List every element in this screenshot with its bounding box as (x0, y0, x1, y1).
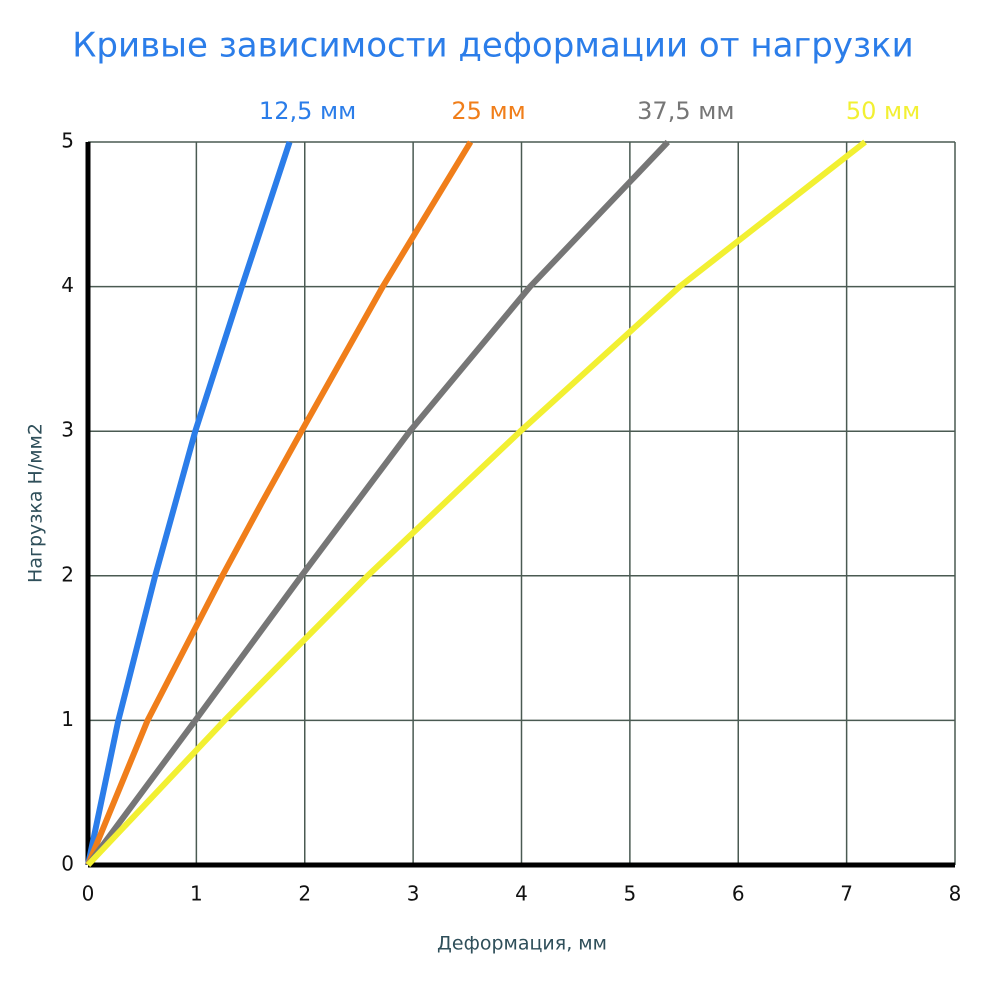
line-series (85, 140, 474, 867)
legend-label: 25 мм (451, 97, 525, 125)
line-series (85, 139, 867, 868)
y-tick-label: 0 (61, 852, 74, 876)
y-axis-label: Нагрузка Н/мм2 (25, 423, 47, 583)
x-tick-label: 1 (190, 882, 203, 906)
legend-label: 12,5 мм (259, 97, 356, 125)
y-tick-label: 4 (61, 273, 74, 297)
x-tick-label: 5 (624, 882, 637, 906)
x-tick-label: 7 (840, 882, 853, 906)
y-tick-label: 2 (61, 562, 74, 586)
line-series (85, 141, 293, 866)
chart-title: Кривые зависимости деформации от нагрузк… (72, 26, 913, 66)
line-series (85, 139, 670, 867)
y-tick-label: 1 (61, 707, 74, 731)
legend-label: 37,5 мм (637, 97, 734, 125)
x-tick-label: 8 (949, 882, 962, 906)
x-tick-label: 2 (298, 882, 311, 906)
y-tick-label: 5 (61, 129, 74, 153)
x-tick-label: 3 (407, 882, 420, 906)
x-tick-label: 0 (82, 882, 95, 906)
y-tick-label: 3 (61, 418, 74, 442)
legend-label: 50 мм (846, 97, 920, 125)
x-tick-label: 4 (515, 882, 528, 906)
x-axis-label: Деформация, мм (437, 933, 607, 955)
x-tick-label: 6 (732, 882, 745, 906)
